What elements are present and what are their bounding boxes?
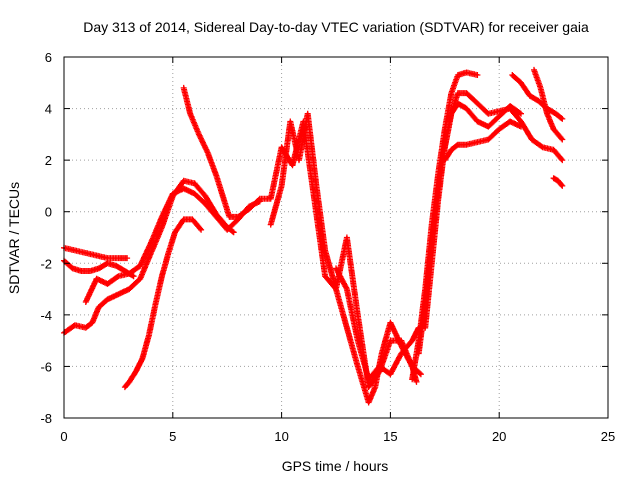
series-track-a [61,244,131,262]
x-tick-label: 15 [383,429,397,444]
series-track-h [333,265,422,383]
x-tick-label: 25 [601,429,615,444]
series-track-l [441,118,524,164]
y-tick-label: 2 [45,153,52,168]
data-point-markers [415,90,566,357]
data-point-markers [267,110,424,391]
series-track-o [550,175,566,189]
data-point-markers [550,175,566,189]
y-tick-label: 0 [45,205,52,220]
y-axis-label: SDTVAR / TECUs [6,182,22,294]
series-track-j [415,90,566,357]
x-tick-label: 5 [169,429,176,444]
series-track-g [267,110,424,391]
data-point-markers [422,100,524,331]
y-tick-label: -2 [40,256,52,271]
series-track-e [121,216,205,391]
y-tick-label: 6 [45,50,52,65]
x-axis-label: GPS time / hours [282,458,389,474]
data-point-markers [61,244,131,262]
x-tick-label: 10 [274,429,288,444]
y-tick-label: -6 [40,359,52,374]
data-layer [61,66,566,406]
x-tick-label: 20 [492,429,506,444]
y-tick-label: 4 [45,102,52,117]
data-point-markers [61,177,237,336]
y-tick-label: -8 [40,411,52,426]
series-track-k [422,100,524,331]
x-tick-label: 0 [60,429,67,444]
ticks: 0 5 10 15 20 25 -8 -6 -4 -2 0 2 4 6 [40,50,615,444]
series-track-c [61,177,237,336]
series-track-n [531,66,566,143]
chart-title: Day 313 of 2014, Sidereal Day-to-day VTE… [83,19,589,35]
data-point-markers [121,216,205,391]
y-tick-label: -4 [40,308,52,323]
plot-frame [63,56,609,419]
data-point-markers [441,118,524,164]
data-point-markers [333,265,422,383]
data-point-markers [531,66,566,143]
grid [64,57,608,418]
